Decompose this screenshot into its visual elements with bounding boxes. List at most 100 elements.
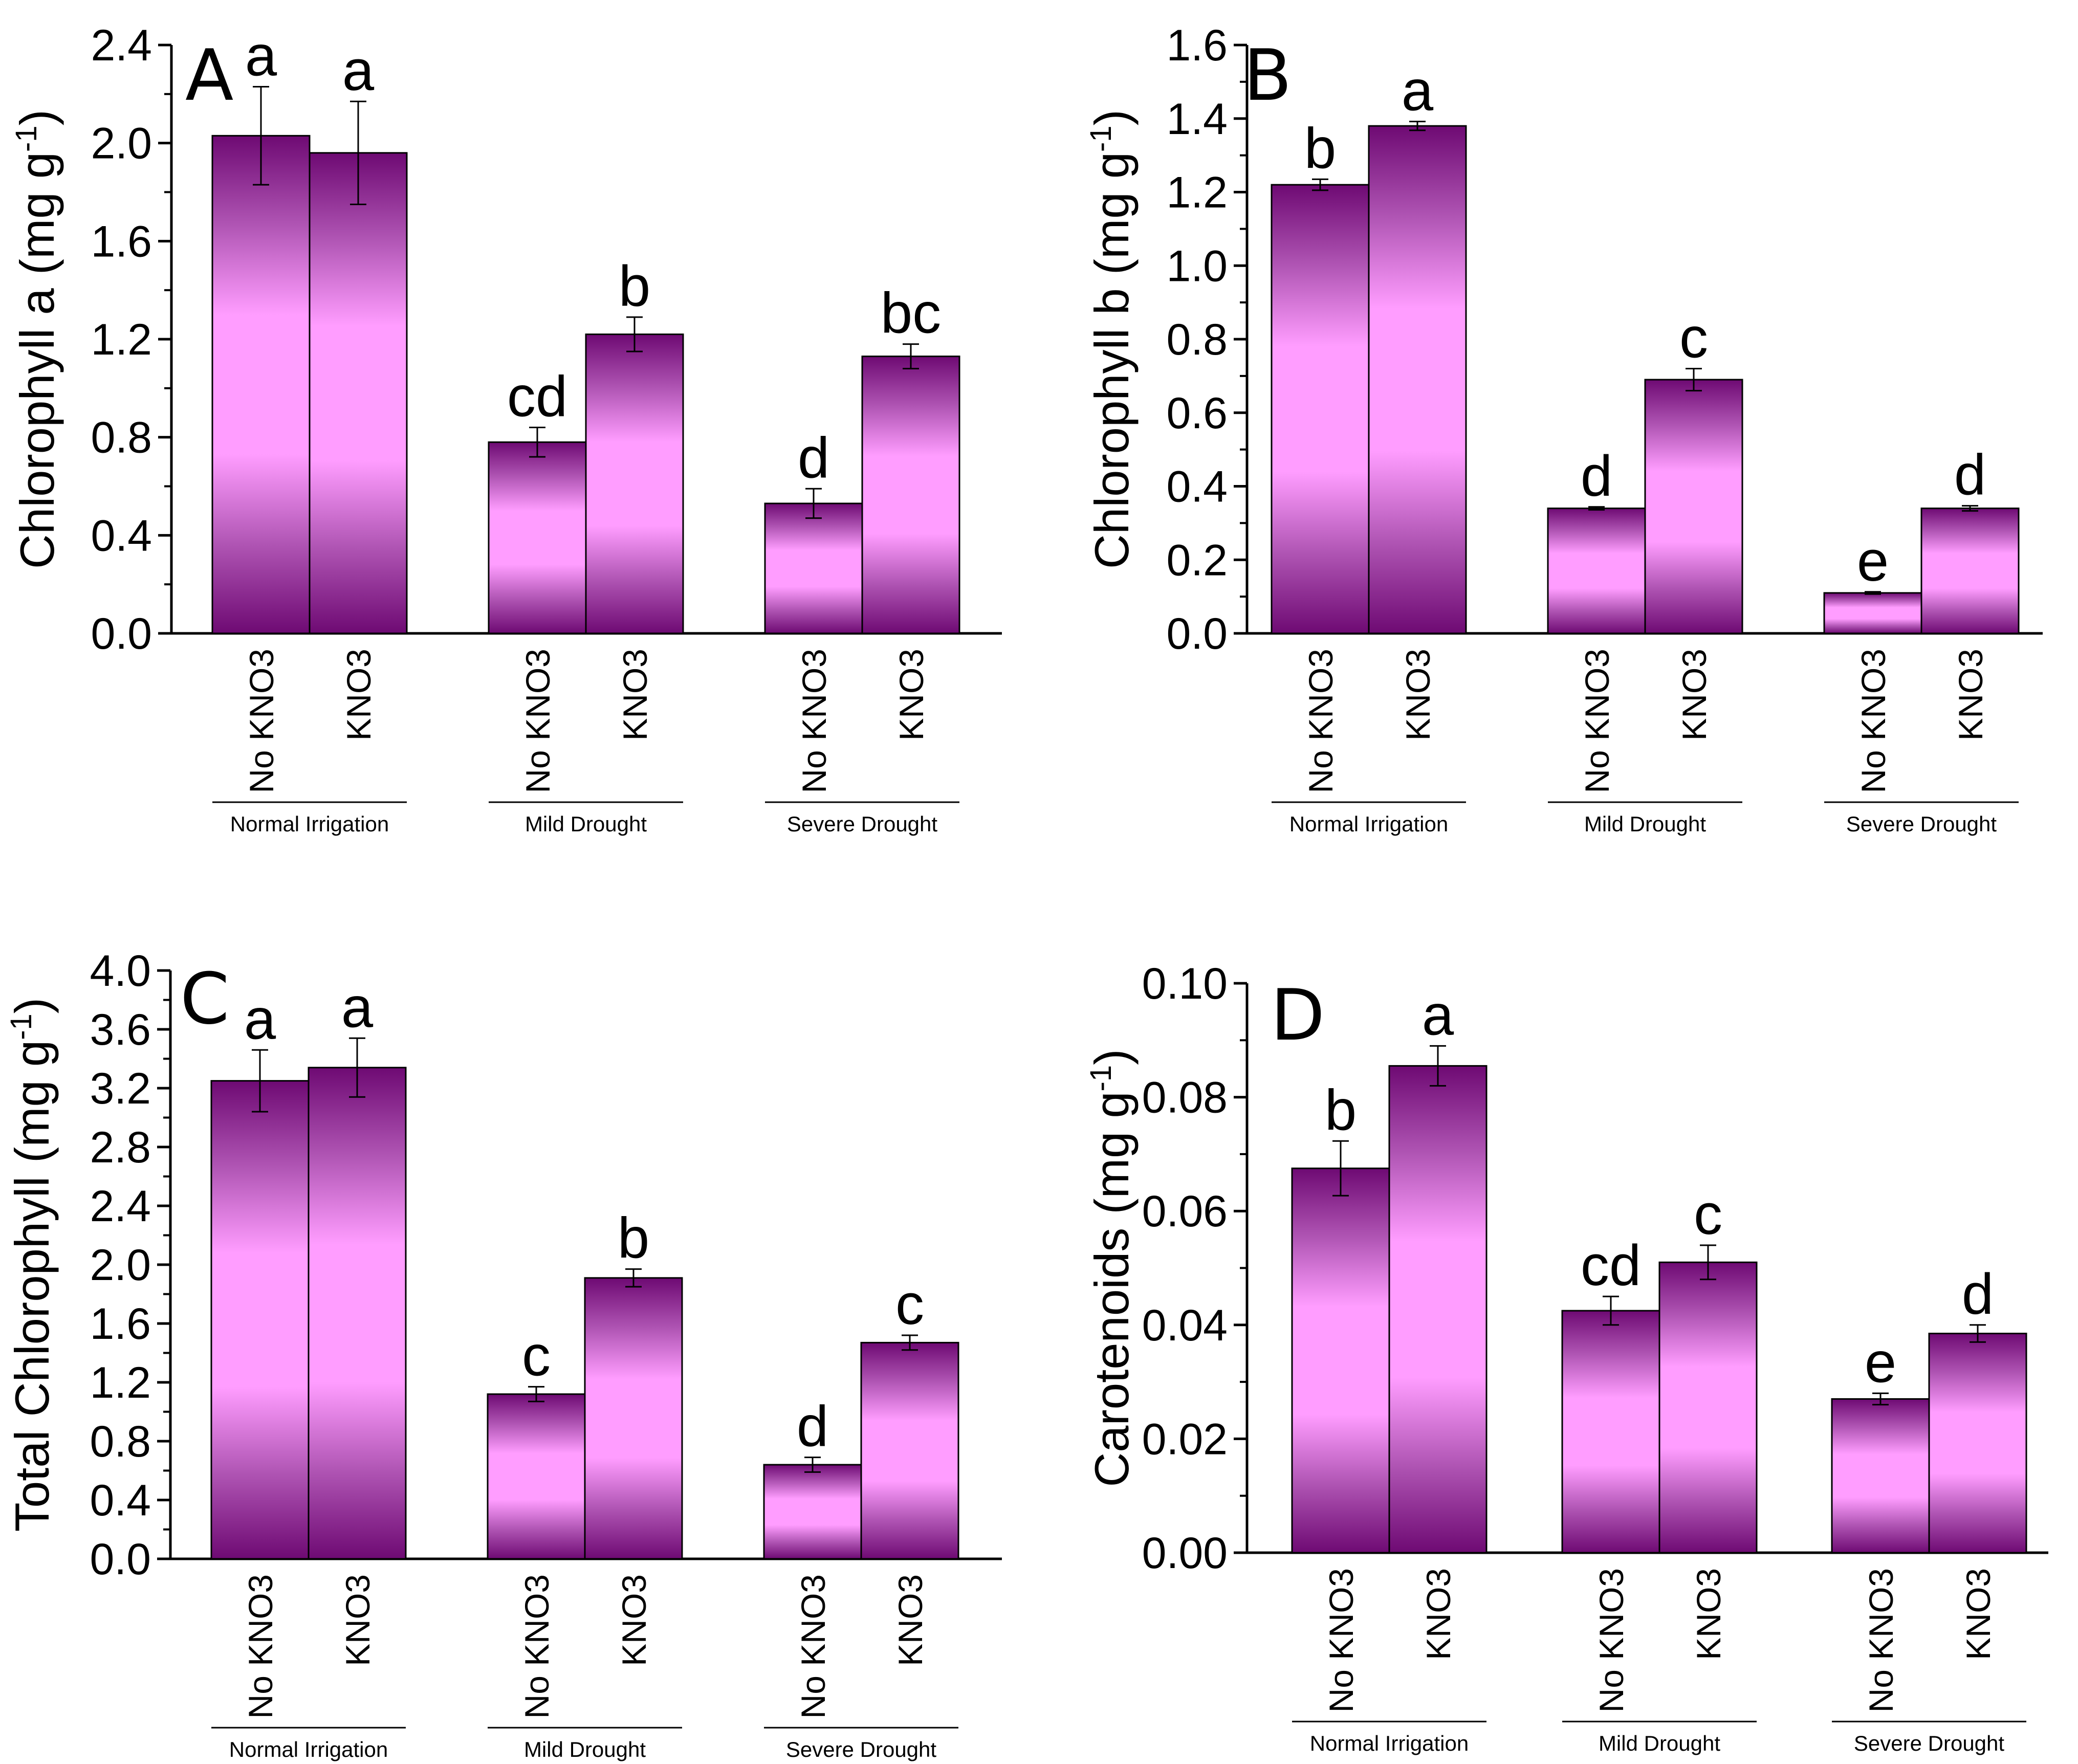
bar — [1388, 1065, 1488, 1554]
significance-letter: d — [798, 426, 829, 490]
significance-letter: a — [244, 987, 276, 1051]
y-tick-label: 1.6 — [91, 217, 152, 266]
y-tick-label: 0.8 — [90, 1417, 151, 1466]
y-tick-label: 2.0 — [91, 119, 152, 168]
significance-letter: b — [1304, 116, 1336, 180]
x-category-label: No KNO3 — [243, 649, 280, 793]
x-category-label: No KNO3 — [242, 1574, 279, 1718]
x-group-label: Mild Drought — [524, 1737, 646, 1761]
y-tick-label: 0.0 — [91, 609, 152, 658]
panel-c: 0.0 0.4 0.8 1.2 1.6 2.0 2.4 2.8 3.2 3.6 4.0 Total C… — [5, 946, 1002, 1761]
bar — [1831, 1398, 1930, 1554]
significance-letter: b — [618, 1206, 649, 1270]
bar — [1928, 1332, 2027, 1554]
panel-letter: B — [1243, 34, 1292, 117]
panel-letter: A — [185, 34, 233, 117]
x-category-label: KNO3 — [892, 649, 930, 741]
y-tick-label: 0.2 — [1166, 536, 1228, 585]
y-tick-label: 3.6 — [90, 1005, 151, 1054]
y-tick-label: 2.4 — [90, 1182, 151, 1231]
y-tick-label: 0.8 — [1166, 315, 1228, 364]
x-category-label: KNO3 — [1952, 649, 1989, 741]
bar — [309, 152, 408, 634]
x-category-label: KNO3 — [1399, 649, 1437, 741]
x-category-label: No KNO3 — [1578, 649, 1616, 793]
significance-letter: b — [619, 254, 650, 318]
bar — [585, 333, 684, 634]
x-group-label: Severe Drought — [786, 1737, 936, 1761]
bar — [1823, 592, 1922, 634]
y-tick-label: 1.0 — [1166, 241, 1228, 291]
y-axis-label: Chlorophyll a (mg g-1) — [10, 109, 64, 569]
x-category-label: KNO3 — [340, 649, 378, 741]
significance-letter: a — [1402, 59, 1434, 123]
panel-a: 0.0 0.4 0.8 1.2 1.6 2.0 2.4 Chlorophyll a (mg g… — [10, 21, 1002, 836]
x-category-label: No KNO3 — [1862, 1568, 1900, 1712]
x-category-label: No KNO3 — [1854, 649, 1892, 793]
x-category-label: No KNO3 — [518, 1574, 556, 1718]
bar — [763, 1464, 862, 1560]
bar — [1271, 184, 1370, 634]
x-category-label: KNO3 — [615, 1574, 653, 1666]
bar — [1547, 508, 1646, 634]
significance-letter: a — [1422, 983, 1454, 1047]
x-group-label: Mild Drought — [1584, 812, 1706, 836]
y-tick-label: 0.0 — [90, 1535, 151, 1584]
bar — [1644, 379, 1743, 634]
y-tick-label: 4.0 — [90, 946, 151, 996]
significance-letter: c — [522, 1324, 551, 1388]
y-tick-label: 2.0 — [90, 1241, 151, 1290]
x-category-label: No KNO3 — [1302, 649, 1340, 793]
x-group-label: Severe Drought — [1854, 1731, 2004, 1755]
bar — [584, 1277, 683, 1560]
y-tick-label: 0.06 — [1142, 1187, 1228, 1236]
bar — [764, 502, 863, 634]
significance-letter: a — [245, 24, 277, 87]
y-tick-label: 0.0 — [1166, 609, 1228, 658]
x-group-label: Normal Irrigation — [1310, 1731, 1469, 1755]
y-tick-label: 0.00 — [1142, 1529, 1228, 1578]
bar — [1920, 508, 2020, 634]
bar — [1291, 1167, 1390, 1554]
y-tick-label: 0.4 — [91, 511, 152, 560]
significance-letter: b — [1325, 1078, 1357, 1142]
significance-letter: d — [1962, 1262, 1994, 1326]
y-tick-label: 0.8 — [91, 413, 152, 462]
bar — [860, 1341, 959, 1560]
x-category-label: KNO3 — [339, 1574, 377, 1666]
panel-b: 0.0 0.2 0.4 0.6 0.8 1.0 1.2 1.4 1.6 Chlorophyll b… — [1084, 21, 2043, 836]
bar — [488, 441, 587, 634]
x-category-label: KNO3 — [1675, 649, 1713, 741]
y-tick-label: 1.6 — [1166, 21, 1228, 70]
x-category-label: No KNO3 — [794, 1574, 832, 1718]
x-category-label: No KNO3 — [1322, 1568, 1360, 1712]
x-group-label: Mild Drought — [1599, 1731, 1720, 1755]
x-group-label: Normal Irrigation — [229, 1737, 388, 1761]
significance-letter: c — [1679, 306, 1708, 370]
x-category-label: KNO3 — [891, 1574, 929, 1666]
panel-letter: D — [1271, 974, 1325, 1056]
x-group-label: Severe Drought — [1846, 812, 1997, 836]
bar — [210, 1080, 310, 1560]
significance-letter: a — [341, 975, 374, 1039]
x-group-label: Normal Irrigation — [1289, 812, 1448, 836]
x-category-label: No KNO3 — [519, 649, 557, 793]
y-axis-label: Total Chlorophyll (mg g-1) — [5, 998, 59, 1532]
x-category-label: No KNO3 — [1592, 1568, 1630, 1712]
significance-letter: d — [797, 1395, 828, 1459]
y-axis-label: Carotenoids (mg g-1) — [1084, 1049, 1139, 1487]
significance-letter: a — [342, 38, 375, 102]
bar — [1658, 1261, 1758, 1554]
x-category-label: No KNO3 — [795, 649, 833, 793]
y-tick-label: 0.4 — [1166, 462, 1228, 512]
bar — [1368, 125, 1467, 634]
bar — [1561, 1310, 1660, 1554]
y-tick-label: 0.02 — [1142, 1415, 1228, 1464]
x-category-label: KNO3 — [616, 649, 654, 741]
x-category-label: KNO3 — [1959, 1568, 1997, 1660]
bar — [211, 135, 311, 634]
y-tick-label: 3.2 — [90, 1064, 151, 1113]
significance-letter: bc — [881, 281, 941, 345]
